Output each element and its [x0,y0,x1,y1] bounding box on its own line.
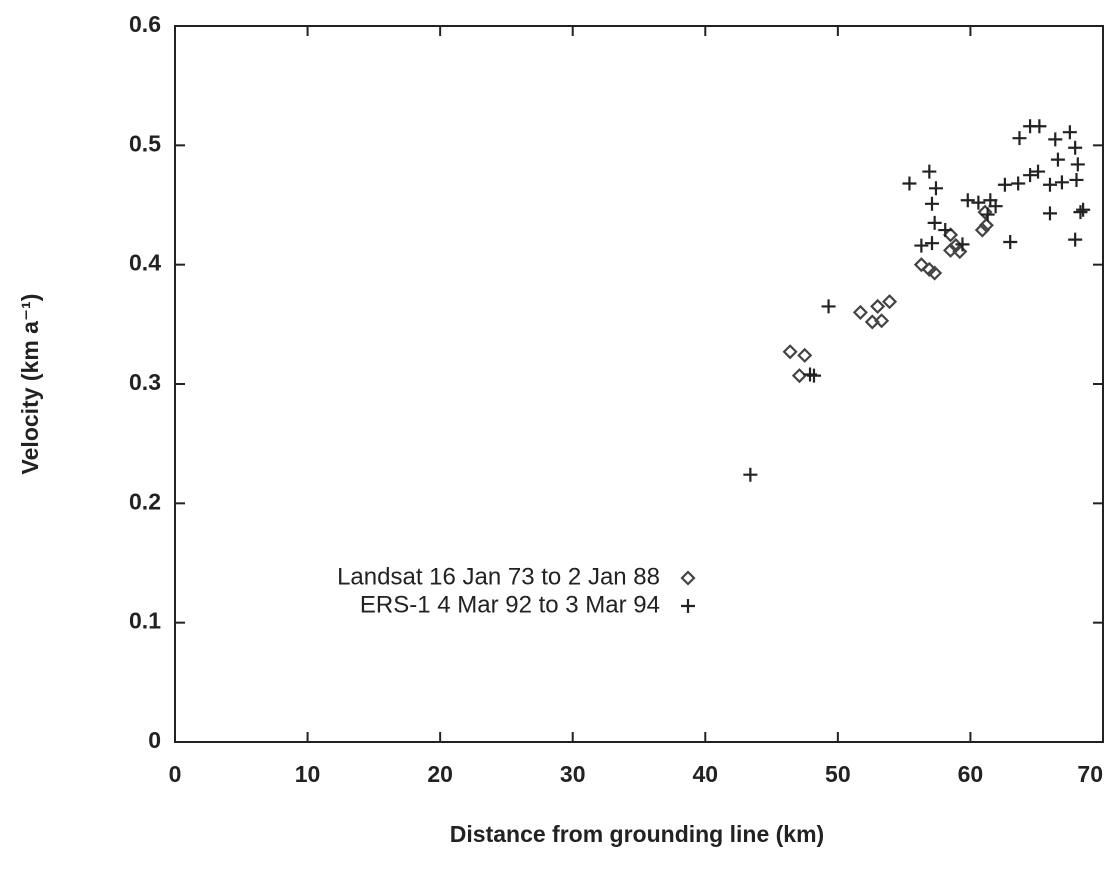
data-point [1023,168,1038,183]
y-tick-label: 0 [148,727,161,753]
data-point [1048,132,1063,147]
data-point [922,164,937,179]
y-tick-label: 0.4 [129,250,161,276]
x-axis-label: Distance from grounding line (km) [450,821,824,847]
x-tick-label: 30 [560,761,586,787]
data-point [1032,119,1047,134]
data-point [924,236,939,251]
data-point [852,304,868,320]
data-point [1068,140,1083,155]
data-point [1054,175,1069,190]
legend-label: ERS-1 4 Mar 92 to 3 Mar 94 [360,591,660,618]
legend-marker [681,599,695,613]
data-point [874,313,890,329]
data-point [980,207,995,222]
data-point [882,294,898,310]
data-point [1031,164,1046,179]
data-point [928,181,943,196]
data-point [1042,177,1057,192]
data-point [1070,157,1085,172]
data-point [1012,131,1027,146]
data-point [955,237,970,252]
data-point [1050,152,1065,167]
legend-marker [680,570,696,586]
x-tick-label: 20 [427,761,453,787]
data-point [743,467,758,482]
data-point [1011,176,1026,191]
data-point [1076,202,1091,217]
data-point [914,238,929,253]
data-point [870,298,886,314]
y-tick-label: 0.2 [129,488,161,514]
data-point [913,257,929,273]
data-point [791,368,807,384]
x-tick-label: 60 [958,761,984,787]
x-tick-label: 0 [169,761,182,787]
data-point [1069,172,1084,187]
data-point [938,223,953,238]
y-tick-label: 0.1 [129,608,161,634]
data-point [927,215,942,230]
y-tick-label: 0.5 [129,130,161,156]
data-point [927,265,943,281]
y-axis-label: Velocity (km a⁻¹) [17,294,43,475]
x-tick-label: 10 [295,761,321,787]
data-point [821,299,836,314]
y-tick-label: 0.6 [129,11,161,37]
data-point [997,177,1012,192]
data-point [942,227,959,243]
data-point [902,176,917,191]
legend-label: Landsat 16 Jan 73 to 2 Jan 88 [337,563,660,590]
data-point [1068,232,1083,247]
x-tick-label: 70 [1077,761,1103,787]
data-point [806,368,821,383]
data-point [988,199,1003,214]
x-tick-label: 40 [692,761,718,787]
data-point [960,193,975,208]
x-tick-label: 50 [825,761,851,787]
data-point [971,195,986,210]
data-point [974,222,990,238]
y-tick-label: 0.3 [129,369,161,395]
data-point [1042,206,1057,221]
data-point [782,344,798,360]
data-point [942,242,959,258]
data-point [1073,205,1088,220]
data-point [797,347,813,363]
data-point [1003,234,1018,249]
data-point [924,196,939,211]
plot-frame [174,25,1104,743]
data-point [1062,125,1077,140]
data-point [977,204,993,220]
